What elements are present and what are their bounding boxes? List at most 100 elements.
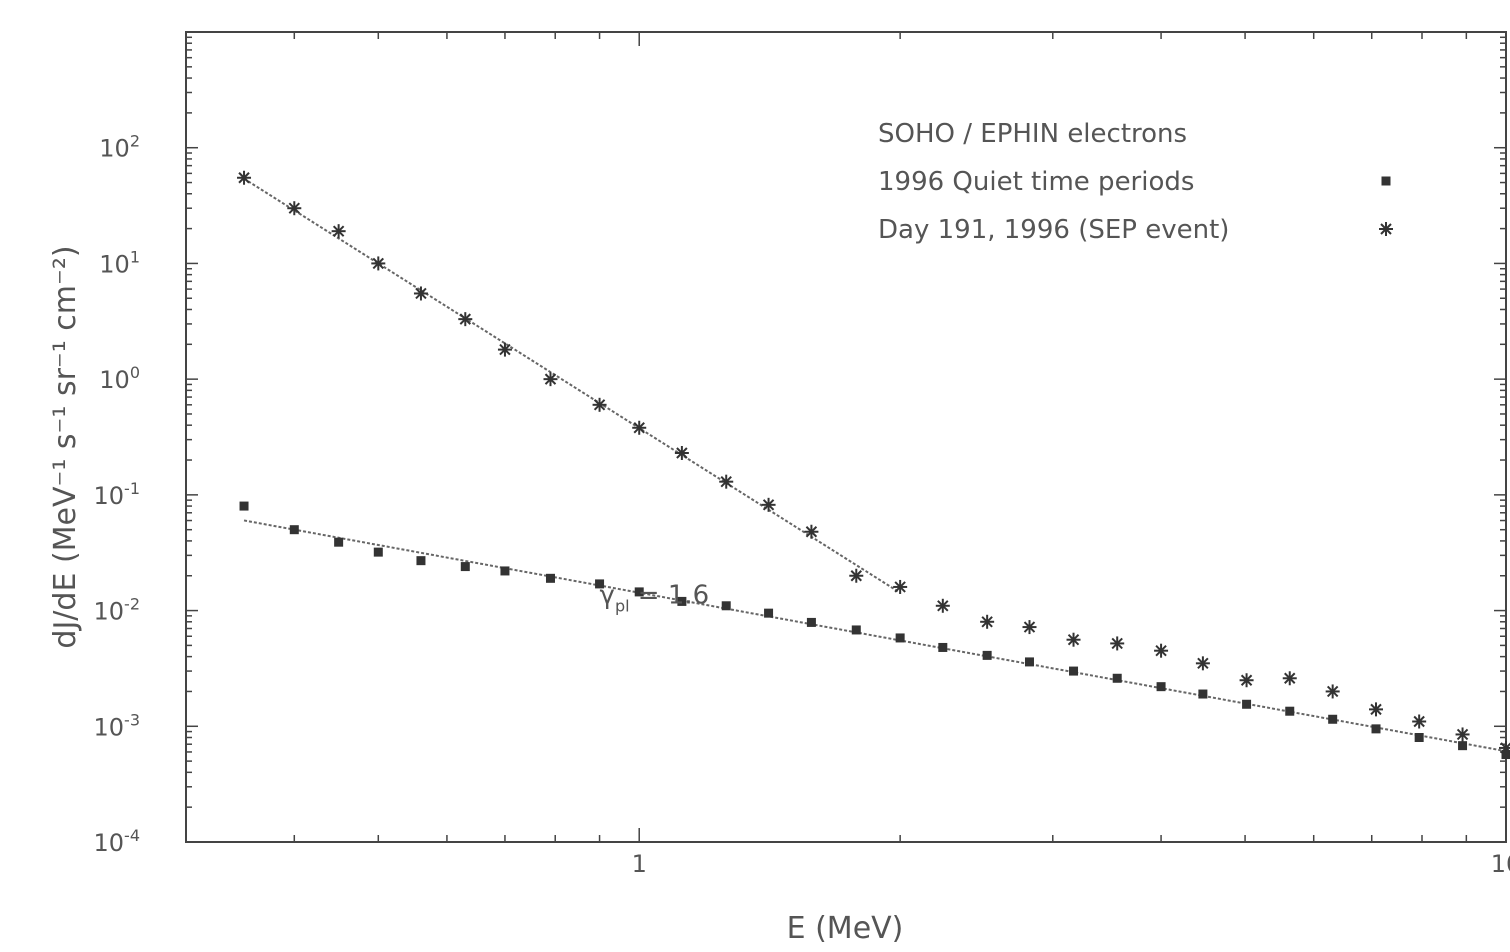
data-point-sep xyxy=(287,201,302,216)
data-point-sep xyxy=(458,312,473,327)
legend: SOHO / EPHIN electrons 1996 Quiet time p… xyxy=(878,119,1393,245)
data-point-quiet xyxy=(1285,706,1295,716)
data-point-sep xyxy=(331,224,346,239)
asterisk-stroke xyxy=(1413,715,1425,728)
asterisk-stroke xyxy=(1240,674,1253,686)
y-tick-label: 102 xyxy=(99,132,140,163)
axis-ticks xyxy=(185,31,1507,843)
asterisk-stroke xyxy=(544,373,557,385)
y-tick-label: 10-2 xyxy=(94,595,141,626)
data-point-quiet xyxy=(1371,724,1381,734)
data-point-quiet xyxy=(677,596,687,606)
asterisk-stroke xyxy=(238,172,250,184)
asterisk-stroke xyxy=(1500,742,1510,754)
data-point-sep xyxy=(804,524,819,539)
data-point-quiet xyxy=(851,625,861,635)
asterisk-stroke xyxy=(1111,637,1123,650)
data-point-sep xyxy=(592,397,607,412)
data-point-quiet xyxy=(1414,732,1424,742)
asterisk-stroke xyxy=(1067,634,1080,646)
data-point-quiet xyxy=(595,579,605,589)
asterisk-stroke xyxy=(894,581,906,593)
data-point-quiet xyxy=(1198,689,1208,699)
data-point-quiet xyxy=(938,642,948,652)
data-point-sep xyxy=(543,372,558,387)
asterisk-stroke xyxy=(593,399,606,411)
x-axis-label: E (MeV) xyxy=(787,911,904,946)
data-point-sep xyxy=(893,579,908,594)
data-point-sep xyxy=(497,342,512,357)
asterisk-stroke xyxy=(1284,672,1296,684)
fit-lines xyxy=(243,177,1507,753)
asterisk-stroke xyxy=(1380,223,1392,235)
asterisk-stroke xyxy=(372,257,385,270)
data-point-sep xyxy=(1455,727,1470,742)
legend-entry-quiet: 1996 Quiet time periods xyxy=(878,167,1194,197)
asterisk-stroke xyxy=(415,287,427,300)
y-tick-label: 10-3 xyxy=(94,710,141,741)
data-point-quiet xyxy=(500,566,510,576)
slope-annotation: γpl = 1.6 xyxy=(600,581,710,616)
y-tick-label: 10-1 xyxy=(94,479,141,510)
data-point-sep xyxy=(413,286,428,301)
x-tick-label: 1 xyxy=(632,850,647,878)
data-point-sep xyxy=(935,598,950,613)
data-point-sep xyxy=(1412,714,1427,729)
asterisk-stroke xyxy=(981,616,993,628)
asterisk-stroke xyxy=(459,313,472,325)
data-point-quiet xyxy=(721,601,731,611)
asterisk-stroke xyxy=(633,422,645,434)
data-point-quiet xyxy=(239,501,249,511)
data-point-quiet xyxy=(982,650,992,660)
data-point-sep xyxy=(1195,656,1210,671)
data-point-quiet xyxy=(1242,699,1252,709)
data-point-sep xyxy=(371,256,386,271)
y-axis-label: dJ/dE (MeV⁻¹ s⁻¹ sr⁻¹ cm⁻²) xyxy=(48,245,83,648)
legend-marker-quiet xyxy=(1381,176,1391,186)
data-point-sep xyxy=(761,497,776,512)
data-point-quiet xyxy=(416,556,426,566)
legend-title: SOHO / EPHIN electrons xyxy=(878,119,1187,149)
data-point-sep xyxy=(1369,702,1384,717)
data-point-sep xyxy=(1022,620,1037,635)
data-point-quiet xyxy=(334,537,344,547)
data-point-quiet xyxy=(1328,714,1338,724)
x-tick-labels: 1 10 xyxy=(632,850,1510,878)
data-point-quiet xyxy=(1458,741,1468,751)
asterisk-stroke xyxy=(499,343,511,356)
y-tick-label: 100 xyxy=(99,363,140,394)
fit-line-quiet xyxy=(243,519,1507,753)
data-point-sep xyxy=(1110,636,1125,651)
asterisk-stroke xyxy=(720,475,732,488)
data-points xyxy=(237,170,1510,760)
asterisk-stroke xyxy=(805,526,818,538)
data-point-sep xyxy=(1325,684,1340,699)
data-point-quiet xyxy=(1069,666,1079,676)
data-point-quiet xyxy=(895,633,905,643)
data-point-sep xyxy=(1154,643,1169,658)
data-point-sep xyxy=(1239,673,1254,688)
data-point-sep xyxy=(1499,740,1510,755)
data-point-quiet xyxy=(373,547,383,557)
asterisk-stroke xyxy=(1023,621,1036,633)
data-point-sep xyxy=(237,170,252,185)
y-tick-label: 10-4 xyxy=(94,826,141,857)
asterisk-stroke xyxy=(1197,657,1209,670)
legend-entry-sep: Day 191, 1996 (SEP event) xyxy=(878,215,1229,245)
asterisk-stroke xyxy=(1326,685,1339,698)
data-point-sep xyxy=(719,474,734,489)
data-point-quiet xyxy=(1024,657,1034,667)
plot-frame xyxy=(185,31,1507,843)
asterisk-stroke xyxy=(762,499,775,511)
legend-marker-sep xyxy=(1379,222,1393,236)
data-point-sep xyxy=(1282,671,1297,686)
asterisk-stroke xyxy=(850,570,862,582)
x-tick-label: 10 xyxy=(1491,850,1510,878)
data-point-quiet xyxy=(460,562,470,572)
data-point-sep xyxy=(980,614,995,629)
data-point-quiet xyxy=(634,587,644,597)
data-point-sep xyxy=(1066,632,1081,647)
data-point-sep xyxy=(849,568,864,583)
data-point-sep xyxy=(674,446,689,461)
